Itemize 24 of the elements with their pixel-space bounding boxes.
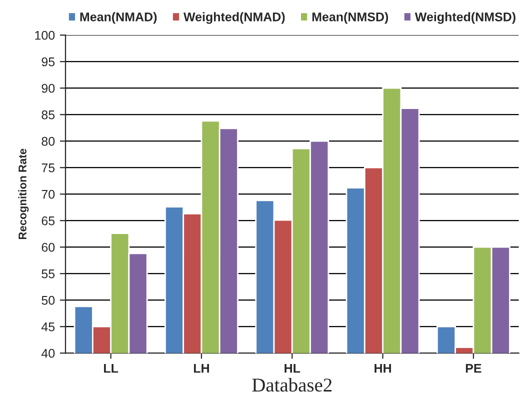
- legend-label: Weighted(NMSD): [414, 12, 516, 24]
- x-tick-label: PE: [466, 364, 482, 373]
- x-tick-label: HL: [284, 364, 300, 373]
- y-tick-label: 85: [42, 110, 55, 120]
- x-tick-label: LH: [194, 364, 209, 373]
- y-tick-label: 60: [42, 242, 55, 252]
- legend-label: Mean(NMAD): [80, 12, 157, 24]
- y-tick-label: 50: [42, 296, 55, 305]
- y-tick-label: 95: [42, 57, 55, 66]
- x-tick-label: LL: [104, 364, 118, 373]
- y-tick-label: 75: [42, 164, 55, 172]
- y-tick-label: 70: [42, 190, 55, 199]
- y-tick-label: 80: [42, 136, 55, 146]
- y-tick-label: 45: [41, 322, 55, 332]
- y-tick-label: 100: [35, 30, 55, 40]
- legend-label: Mean(NMSD): [312, 12, 388, 24]
- y-tick-label: 65: [42, 216, 55, 226]
- x-axis-title: Database2: [252, 378, 332, 392]
- y-tick-label: 90: [42, 84, 55, 93]
- y-axis-title: Recognition Rate: [18, 148, 29, 240]
- y-tick-label: 55: [42, 270, 55, 278]
- legend-label: Weighted(NMAD): [183, 12, 285, 24]
- y-tick-label: 40: [41, 348, 55, 358]
- x-tick-label: HH: [374, 364, 391, 373]
